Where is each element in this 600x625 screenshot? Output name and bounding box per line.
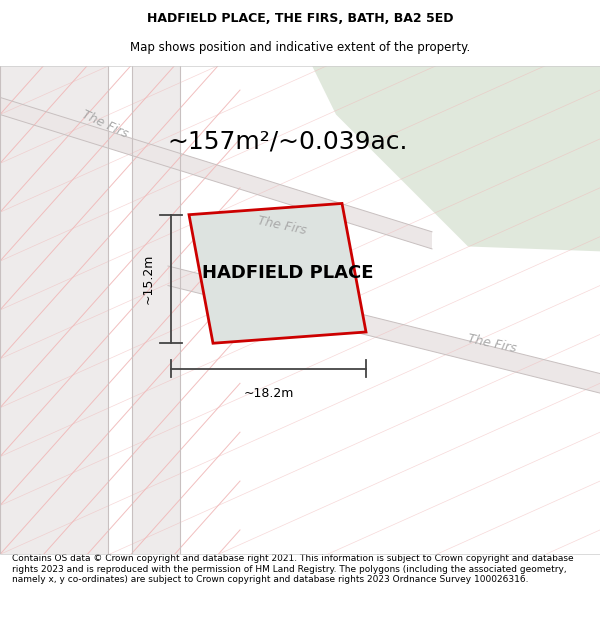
- Polygon shape: [0, 66, 108, 554]
- Polygon shape: [132, 66, 180, 554]
- Text: ~157m²/~0.039ac.: ~157m²/~0.039ac.: [168, 129, 408, 153]
- Text: ~18.2m: ~18.2m: [244, 387, 293, 399]
- Text: The Firs: The Firs: [80, 108, 130, 141]
- Text: Contains OS data © Crown copyright and database right 2021. This information is : Contains OS data © Crown copyright and d…: [12, 554, 574, 584]
- Text: HADFIELD PLACE, THE FIRS, BATH, BA2 5ED: HADFIELD PLACE, THE FIRS, BATH, BA2 5ED: [147, 12, 453, 25]
- Text: The Firs: The Firs: [466, 332, 518, 356]
- Text: HADFIELD PLACE: HADFIELD PLACE: [202, 264, 374, 282]
- Polygon shape: [312, 66, 600, 251]
- Polygon shape: [189, 202, 366, 344]
- Text: The Firs: The Firs: [256, 214, 308, 238]
- Text: Map shows position and indicative extent of the property.: Map shows position and indicative extent…: [130, 41, 470, 54]
- Polygon shape: [168, 266, 600, 393]
- Text: ~15.2m: ~15.2m: [142, 254, 155, 304]
- Polygon shape: [0, 98, 432, 249]
